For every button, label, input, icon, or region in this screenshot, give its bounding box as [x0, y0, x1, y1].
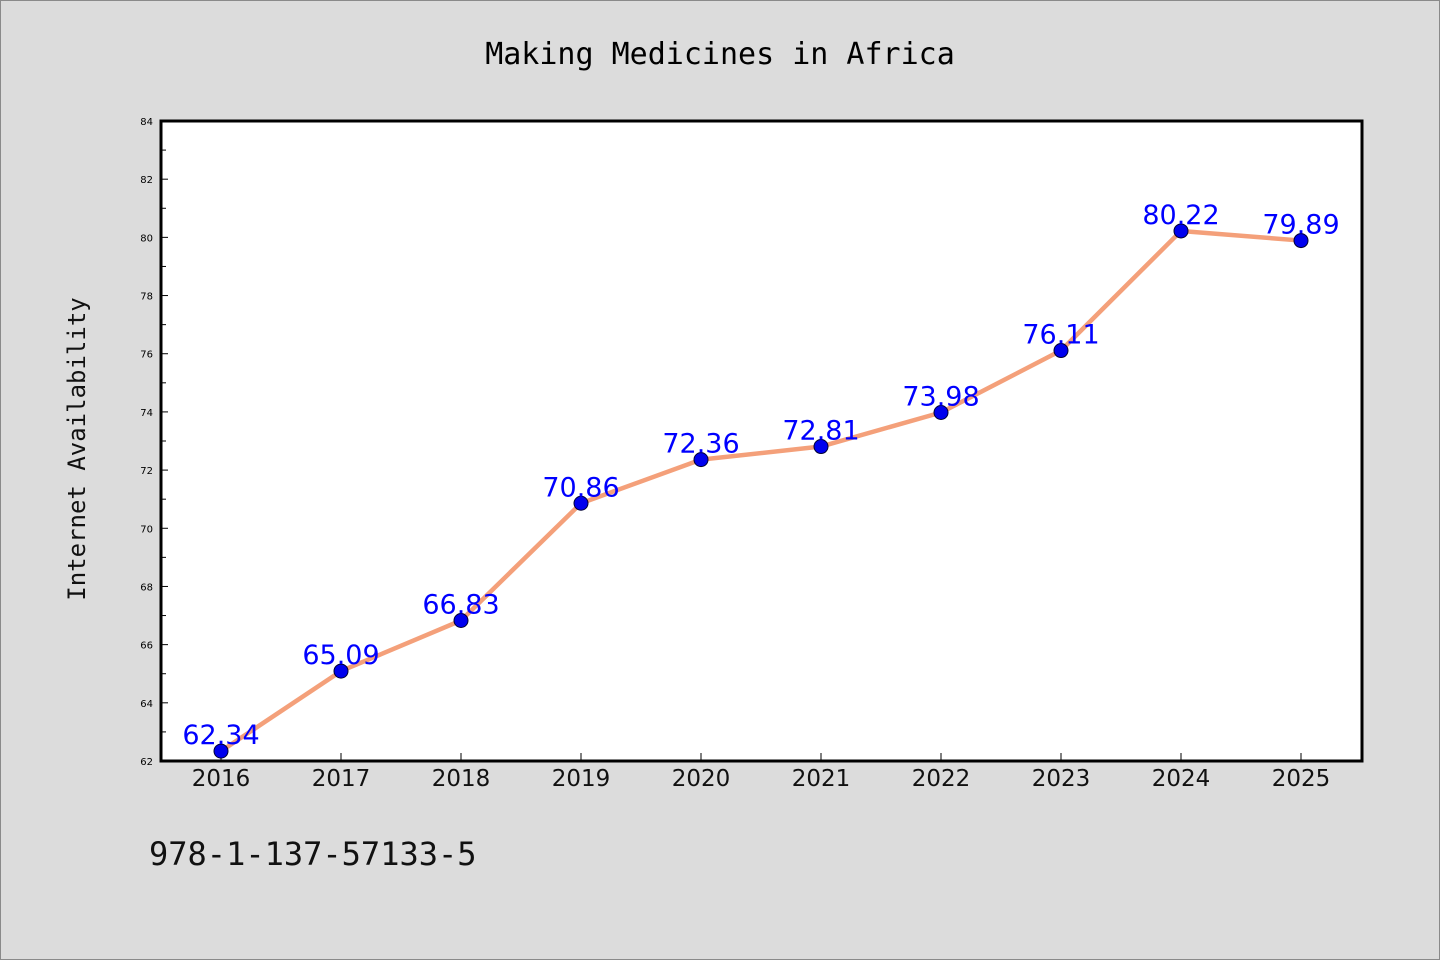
y-tick-label: 64: [140, 699, 153, 710]
data-label: 80.22: [1142, 200, 1219, 231]
footer-code: 978-1-137-57133-5: [149, 835, 477, 873]
data-point: [573, 495, 589, 511]
x-tick-label: 2021: [792, 766, 851, 792]
y-tick-label: 84: [140, 117, 153, 128]
y-tick-label: 82: [140, 175, 153, 186]
plot-area: [161, 121, 1362, 761]
y-tick-label: 62: [140, 757, 153, 768]
series-line: [218, 228, 1304, 754]
data-point: [933, 404, 949, 420]
x-tick-label: 2025: [1272, 766, 1331, 792]
x-tick-label: 2022: [912, 766, 971, 792]
data-label: 72.81: [782, 416, 859, 447]
y-tick-label: 80: [140, 233, 153, 244]
data-point: [213, 743, 229, 759]
data-point: [813, 439, 829, 455]
data-label: 65.09: [302, 640, 379, 671]
data-point: [453, 612, 469, 628]
data-point: [1173, 223, 1189, 239]
y-tick-label: 66: [140, 641, 153, 652]
x-tick-label: 2017: [312, 766, 371, 792]
data-label: 73.98: [902, 381, 979, 412]
plot-border: [159, 119, 1364, 763]
y-tick-label: 68: [140, 582, 153, 593]
series-layer: 62.34 65.09 66.83 70.86 72.36 72.81 73.98 76.11…: [182, 200, 1340, 759]
x-tick-label: 2024: [1152, 766, 1211, 792]
y-axis-label: Internet Availability: [63, 297, 91, 600]
data-point: [1293, 233, 1309, 249]
x-axis: 2016 2017 2018 2019 2020 2021 2022 2023 2024 2025: [192, 753, 1331, 792]
data-label: 79.89: [1262, 210, 1339, 241]
data-point: [333, 663, 349, 679]
x-tick-label: 2023: [1032, 766, 1091, 792]
x-tick-label: 2018: [432, 766, 491, 792]
data-label: 66.83: [422, 589, 499, 620]
y-tick-label: 76: [140, 350, 153, 361]
y-tick-label: 72: [140, 466, 153, 477]
data-point: [693, 452, 709, 468]
y-tick-label: 70: [140, 524, 153, 535]
data-label: 76.11: [1022, 320, 1099, 351]
data-label: 70.86: [542, 472, 619, 503]
chart-title: Making Medicines in Africa: [485, 37, 955, 72]
x-tick-label: 2016: [192, 766, 251, 792]
data-label: 72.36: [662, 429, 739, 460]
y-tick-label: 78: [140, 292, 153, 303]
data-label: 62.34: [182, 720, 259, 751]
x-tick-label: 2019: [552, 766, 611, 792]
data-point: [1053, 343, 1069, 359]
y-tick-label: 74: [140, 408, 153, 419]
x-tick-label: 2020: [672, 766, 731, 792]
